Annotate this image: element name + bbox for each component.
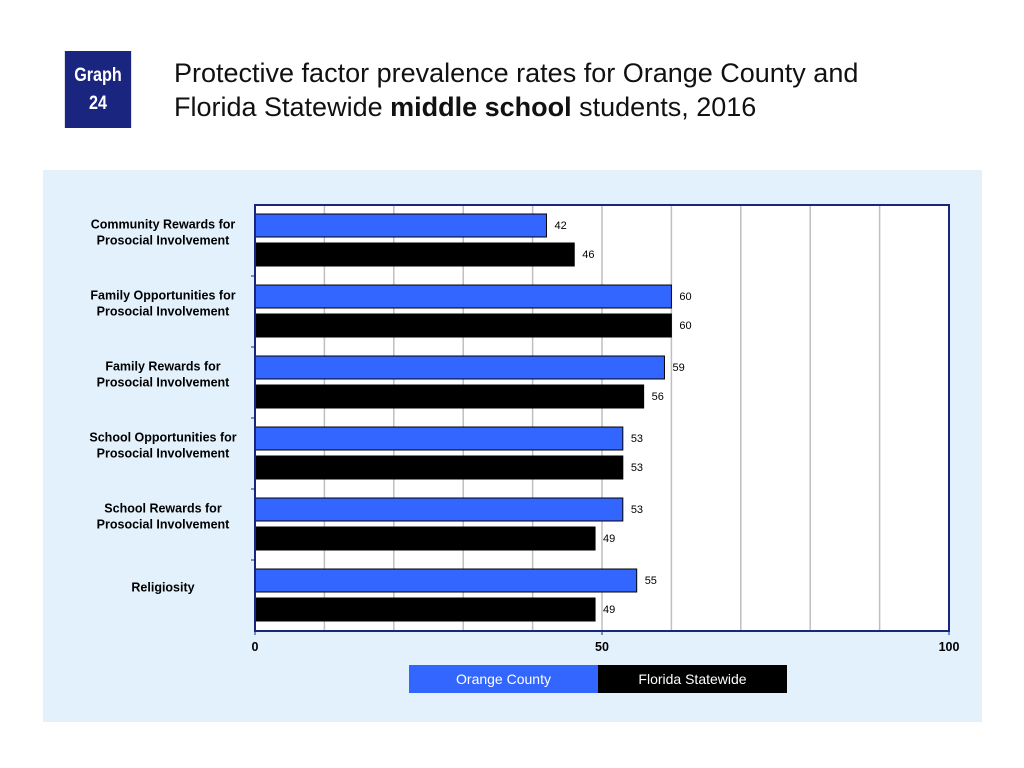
x-tick-label: 0	[252, 640, 259, 654]
x-tick-label: 50	[595, 640, 609, 654]
title-line-2b: students, 2016	[571, 92, 757, 122]
chart-title: Protective factor prevalence rates for O…	[174, 56, 974, 124]
bar	[254, 213, 547, 238]
bar	[254, 242, 575, 267]
bar	[254, 284, 672, 309]
legend-florida-statewide: Florida Statewide	[598, 665, 787, 693]
category-label: Community Rewards for	[91, 218, 236, 232]
title-line-1: Protective factor prevalence rates for O…	[174, 58, 859, 88]
category-label: Family Opportunities for	[90, 289, 235, 303]
category-label: Prosocial Involvement	[97, 376, 231, 390]
x-tick-label: 100	[939, 640, 960, 654]
badge-number: 24	[89, 92, 107, 114]
category-label: Prosocial Involvement	[97, 447, 231, 461]
category-label: Prosocial Involvement	[97, 234, 231, 248]
bar	[254, 455, 624, 480]
data-label: 56	[652, 391, 664, 403]
graph-number-badge: Graph 24	[64, 51, 132, 128]
category-label: School Opportunities for	[89, 431, 236, 445]
data-label: 60	[679, 291, 691, 303]
bar	[254, 355, 665, 380]
data-label: 55	[645, 575, 657, 587]
data-label: 46	[582, 249, 594, 261]
legend-orange-county: Orange County	[409, 665, 598, 693]
bar	[254, 313, 672, 338]
category-label: Religiosity	[131, 581, 194, 595]
title-bold: middle school	[390, 92, 572, 122]
badge-label: Graph	[74, 64, 122, 86]
data-label: 42	[554, 220, 566, 232]
category-label: Prosocial Involvement	[97, 518, 231, 532]
data-label: 49	[603, 604, 615, 616]
data-label: 53	[631, 462, 643, 474]
title-line-2a: Florida Statewide	[174, 92, 391, 122]
category-label: School Rewards for	[104, 502, 222, 516]
data-label: 59	[672, 362, 684, 374]
legend: Orange County Florida Statewide	[409, 665, 787, 693]
data-label: 60	[679, 320, 691, 332]
data-label: 49	[603, 533, 615, 545]
data-label: 53	[631, 504, 643, 516]
category-label: Family Rewards for	[105, 360, 220, 374]
bar	[254, 568, 638, 593]
bar	[254, 426, 624, 451]
bar	[254, 597, 596, 622]
bar	[254, 497, 624, 522]
bar	[254, 384, 645, 409]
category-label: Prosocial Involvement	[97, 305, 231, 319]
bar	[254, 526, 596, 551]
data-label: 53	[631, 433, 643, 445]
